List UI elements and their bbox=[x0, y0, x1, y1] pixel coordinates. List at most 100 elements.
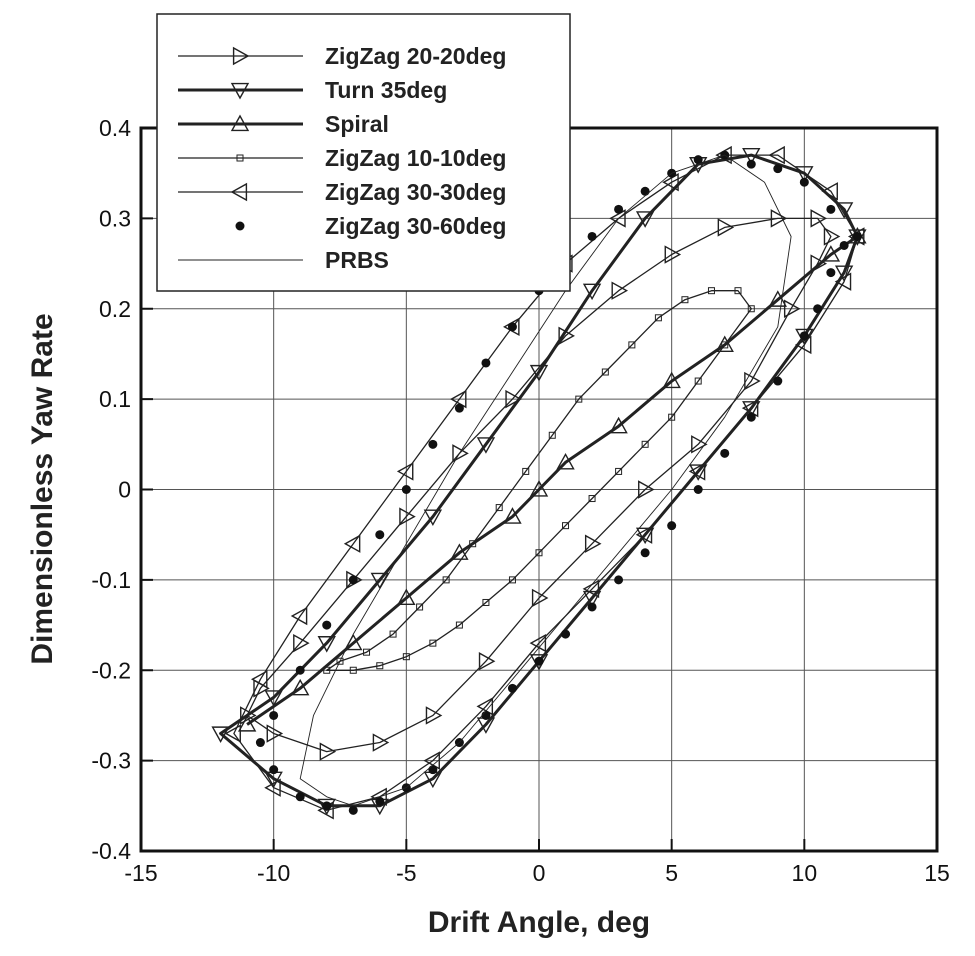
data-point bbox=[507, 683, 517, 693]
data-point bbox=[548, 431, 556, 439]
data-point bbox=[707, 287, 715, 295]
y-axis: -0.4 -0.3 -0.2 -0.1 0 0.1 0.2 0.3 0.4 bbox=[91, 115, 153, 864]
data-point bbox=[264, 778, 281, 797]
legend: ZigZag 20-20deg Turn 35deg Spiral ZigZag 10… bbox=[156, 13, 571, 292]
data-point bbox=[742, 401, 761, 418]
legend-label: ZigZag 10-10deg bbox=[325, 145, 506, 171]
series-line-prbs bbox=[299, 154, 792, 807]
data-point bbox=[522, 467, 530, 475]
y-tick-label: 0 bbox=[118, 477, 131, 503]
data-point bbox=[389, 630, 397, 638]
data-point bbox=[363, 648, 371, 656]
data-point bbox=[481, 710, 491, 720]
data-point bbox=[348, 575, 358, 585]
data-point bbox=[795, 166, 814, 183]
data-point bbox=[609, 416, 628, 434]
legend-item-zigzag-10-10deg: ZigZag 10-10deg bbox=[178, 145, 506, 171]
legend-item-prbs: PRBS bbox=[178, 247, 389, 273]
data-point bbox=[609, 209, 626, 228]
data-point bbox=[250, 670, 268, 689]
data-point bbox=[614, 575, 624, 585]
data-point bbox=[255, 738, 265, 748]
data-point bbox=[469, 540, 477, 548]
legend-box bbox=[156, 13, 571, 292]
data-point bbox=[349, 666, 357, 674]
data-point bbox=[428, 439, 438, 449]
data-point bbox=[799, 177, 809, 187]
y-tick-label: -0.1 bbox=[91, 567, 131, 593]
series-line-spiral bbox=[246, 235, 859, 726]
data-point bbox=[826, 204, 836, 214]
data-point bbox=[742, 148, 761, 165]
data-point bbox=[635, 211, 655, 228]
data-point bbox=[423, 509, 443, 527]
data-point bbox=[319, 742, 337, 761]
data-point bbox=[813, 304, 823, 314]
x-tick-label: 5 bbox=[665, 860, 678, 886]
data-point bbox=[375, 530, 385, 540]
data-point bbox=[401, 485, 411, 494]
data-point bbox=[635, 527, 655, 545]
data-point bbox=[823, 227, 841, 246]
data-point bbox=[681, 296, 689, 304]
legend-marker bbox=[235, 221, 245, 231]
data-point bbox=[370, 572, 389, 590]
data-point bbox=[721, 341, 729, 349]
data-point bbox=[810, 209, 828, 228]
data-point bbox=[269, 765, 279, 775]
x-tick-label: 15 bbox=[924, 860, 950, 886]
legend-item-turn-35deg: Turn 35deg bbox=[178, 77, 447, 103]
data-point bbox=[773, 164, 783, 174]
y-tick-label: -0.2 bbox=[91, 657, 131, 683]
data-point bbox=[322, 620, 332, 630]
data-point bbox=[691, 435, 708, 454]
data-point bbox=[482, 598, 490, 606]
data-point bbox=[375, 796, 385, 806]
data-point bbox=[582, 590, 602, 608]
data-point bbox=[582, 283, 602, 301]
series-prbs bbox=[299, 154, 792, 807]
data-point bbox=[640, 548, 650, 558]
data-point bbox=[641, 440, 649, 448]
data-point bbox=[211, 726, 230, 743]
legend-item-zigzag-20-20deg: ZigZag 20-20deg bbox=[178, 43, 506, 69]
data-point bbox=[794, 335, 812, 355]
data-point bbox=[773, 376, 783, 386]
x-axis: -15 -10 -5 0 5 10 15 bbox=[124, 839, 950, 886]
data-point bbox=[810, 254, 828, 273]
data-point bbox=[575, 395, 583, 403]
data-point bbox=[562, 522, 570, 530]
data-point bbox=[693, 485, 703, 494]
data-point bbox=[529, 633, 547, 653]
data-point bbox=[503, 507, 522, 524]
legend-marker bbox=[230, 82, 250, 100]
data-point bbox=[237, 715, 257, 732]
data-point bbox=[266, 724, 284, 743]
legend-label: ZigZag 30-60deg bbox=[325, 213, 506, 239]
data-point bbox=[454, 403, 464, 413]
data-point bbox=[240, 706, 257, 725]
x-axis-title: Drift Angle, deg bbox=[428, 906, 650, 939]
y-axis-title: Dimensionless Yaw Rate bbox=[26, 313, 59, 664]
data-point bbox=[744, 371, 761, 391]
data-point bbox=[397, 588, 416, 606]
data-point bbox=[396, 462, 414, 481]
data-point bbox=[628, 341, 636, 349]
data-point bbox=[614, 204, 624, 214]
data-point bbox=[747, 305, 755, 313]
x-tick-label: 0 bbox=[533, 860, 546, 886]
data-point bbox=[664, 245, 682, 264]
data-point bbox=[531, 588, 549, 608]
data-point bbox=[495, 504, 503, 512]
legend-label: Turn 35deg bbox=[325, 77, 447, 103]
data-point bbox=[264, 690, 283, 707]
data-point bbox=[717, 218, 735, 237]
data-point bbox=[476, 697, 494, 716]
legend-marker bbox=[232, 46, 250, 66]
data-point bbox=[588, 495, 596, 503]
data-point bbox=[429, 639, 437, 647]
data-point bbox=[343, 534, 361, 553]
data-point bbox=[768, 145, 785, 165]
data-point bbox=[269, 710, 279, 720]
legend-marker bbox=[230, 114, 250, 132]
